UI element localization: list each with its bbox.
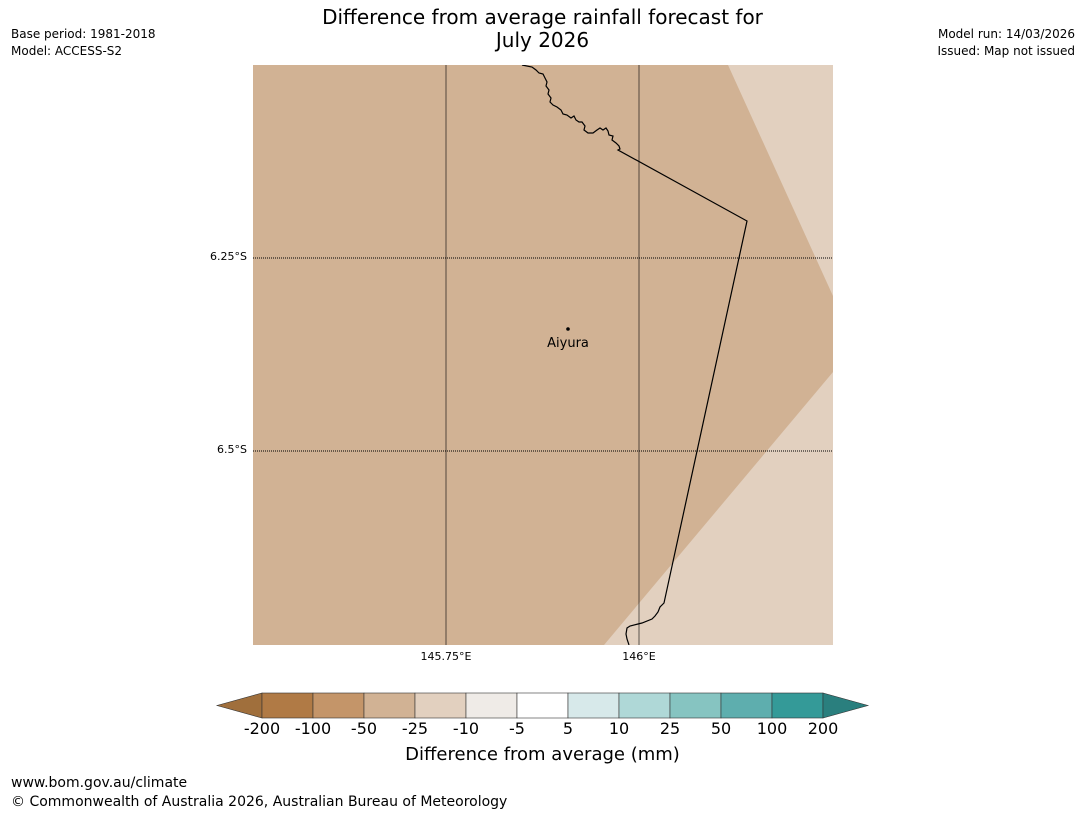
map-title: Difference from average rainfall forecas…: [0, 6, 1085, 52]
colorbar-tick-label: 200: [807, 719, 839, 738]
lat-label-6-5: 6.5°S: [217, 443, 247, 456]
lighter-rainfall-region-bottom-right: [604, 372, 833, 645]
lighter-rainfall-region-top-right: [728, 65, 833, 296]
lat-label-6-25: 6.25°S: [210, 250, 247, 263]
lon-label-145-75: 145.75°E: [420, 650, 472, 663]
colorbar-tick-label: -5: [509, 719, 525, 738]
colorbar-tick-label: 5: [562, 719, 574, 738]
footer-url[interactable]: www.bom.gov.au/climate: [11, 775, 188, 791]
meta-left: Base period: 1981-2018 Model: ACCESS-S2: [11, 26, 156, 60]
map-title-line2: July 2026: [495, 28, 590, 52]
colorbar-tick-label: 10: [608, 719, 630, 738]
colorbar-tick-label: 50: [710, 719, 732, 738]
base-period-text: Base period: 1981-2018: [11, 27, 156, 41]
map-title-line1: Difference from average rainfall forecas…: [322, 5, 763, 29]
issued-text: Issued: Map not issued: [937, 44, 1075, 58]
map[interactable]: [0, 0, 1085, 700]
meta-right: Model run: 14/03/2026 Issued: Map not is…: [937, 26, 1075, 60]
place-marker-aiyura[interactable]: [566, 327, 570, 331]
colorbar-tick-label: -200: [243, 719, 281, 738]
colorbar-tick-label: 100: [756, 719, 788, 738]
coastline-border: [521, 65, 748, 645]
colorbar-tick-label: -50: [350, 719, 378, 738]
colorbar-tick-label: 25: [659, 719, 681, 738]
lon-label-146: 146°E: [622, 650, 656, 663]
colorbar-tick-label: -10: [452, 719, 480, 738]
model-text: Model: ACCESS-S2: [11, 44, 123, 58]
colorbar-tick-label: -25: [401, 719, 429, 738]
model-run-text: Model run: 14/03/2026: [937, 27, 1075, 41]
footer-copyright: © Commonwealth of Australia 2026, Austra…: [11, 794, 508, 810]
colorbar-tick-label: -100: [294, 719, 332, 738]
place-label-aiyura: Aiyura: [547, 336, 589, 351]
colorbar-title: Difference from average (mm): [405, 744, 680, 765]
